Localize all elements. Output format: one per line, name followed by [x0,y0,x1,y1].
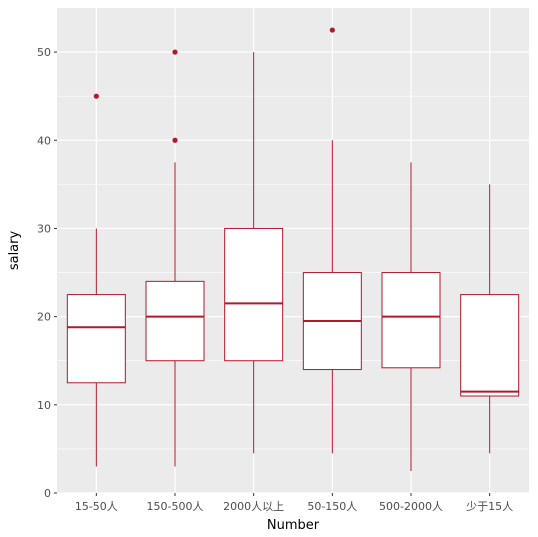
x-tick-label: 少于15人 [466,500,513,513]
x-tick-label: 2000人以上 [223,500,284,513]
axis-layer: 0 10 20 30 40 50 15-50人 150-500人 2000人以上 50-150人 5… [37,46,513,513]
x-tick-label: 50-150人 [307,500,357,513]
x-tick-label: 150-500人 [147,500,204,513]
y-tick-label: 40 [37,134,51,147]
x-axis-title: Number [267,518,320,533]
y-tick-label: 10 [37,399,51,412]
box-group [224,52,284,454]
box [460,294,520,397]
box [224,227,284,362]
box-group [145,49,205,467]
box-group [66,93,126,467]
box [381,272,441,369]
box-group [302,27,362,454]
outlier-point [172,137,178,143]
y-tick-label: 50 [37,46,51,59]
box [66,294,126,384]
outlier-point [93,93,99,99]
y-tick-label: 0 [44,487,51,500]
box-layer [66,27,520,471]
x-tick-label: 500-2000人 [379,500,443,513]
y-axis-title: salary [7,231,22,271]
box-group [381,162,441,471]
box [145,280,205,362]
x-tick-label: 15-50人 [75,500,118,513]
y-tick-label: 30 [37,222,51,235]
outlier-point [172,49,178,55]
outlier-point [329,27,335,33]
y-tick-label: 20 [37,311,51,324]
box-group [460,184,520,454]
plot-panel [57,8,529,493]
